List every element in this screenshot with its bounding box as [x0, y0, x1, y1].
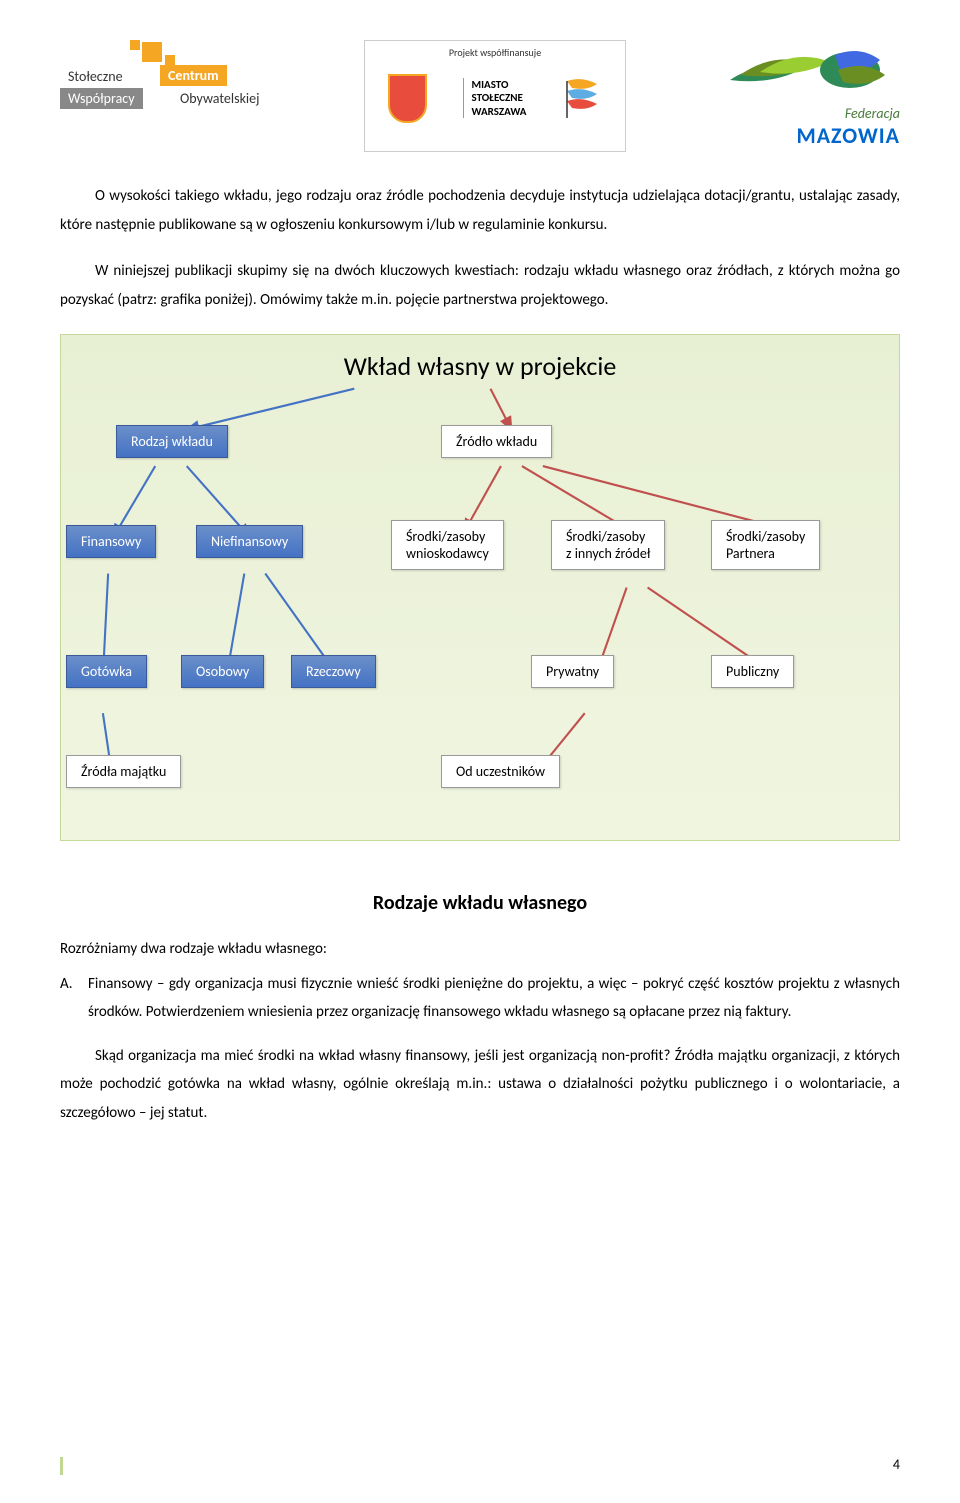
logo-center-miasto: MIASTO STOŁECZNE WARSZAWA	[463, 78, 527, 118]
list-item-a: A. Finansowy – gdy organizacja musi fizy…	[60, 970, 900, 1027]
logo-center: Projekt współfinansuje MIASTO STOŁECZNE …	[364, 40, 626, 152]
header-logos: Stołeczne Centrum Współpracy Obywatelski…	[60, 40, 900, 152]
paragraph-3: Skąd organizacja ma mieć środki na wkład…	[60, 1042, 900, 1128]
logo-left-text2: Obywatelskiej	[180, 90, 259, 107]
logo-right-fed: Federacja	[700, 105, 900, 122]
diagram-title: Wkład własny w projekcie	[81, 350, 879, 382]
warsaw-shield-icon	[388, 74, 427, 123]
node-srodki1: Środki/zasobywnioskodawcy	[391, 520, 504, 570]
flag-icon	[562, 76, 602, 121]
node-srodki2: Środki/zasobyz innych źródeł	[551, 520, 665, 570]
section-heading: Rodzaje wkładu własnego	[60, 891, 900, 915]
logo-left-text1: Stołeczne	[68, 68, 123, 85]
node-osobowy: Osobowy	[181, 655, 264, 688]
diagram-wklad: Wkład własny w projekcie	[60, 334, 900, 841]
node-rzeczowy: Rzeczowy	[291, 655, 376, 688]
page-bar	[60, 1457, 63, 1475]
logo-right-maz: MAZOWIA	[700, 122, 900, 149]
mazowia-leaves-icon	[720, 40, 900, 100]
node-niefinansowy: Niefinansowy	[196, 525, 303, 558]
page-number: 4	[893, 1456, 900, 1473]
node-zrodlo: Źródło wkładu	[441, 425, 552, 458]
logo-left-orange: Centrum	[160, 65, 227, 86]
node-finansowy: Finansowy	[66, 525, 156, 558]
logo-left: Stołeczne Centrum Współpracy Obywatelski…	[60, 40, 290, 120]
paragraph-1: O wysokości takiego wkładu, jego rodzaju…	[60, 182, 900, 239]
logo-right: Federacja MAZOWIA	[700, 40, 900, 149]
node-prywatny: Prywatny	[531, 655, 614, 688]
node-publiczny: Publiczny	[711, 655, 794, 688]
logo-left-grey: Współpracy	[60, 88, 143, 109]
list-marker-a: A.	[60, 970, 73, 999]
node-rodzaj: Rodzaj wkładu	[116, 425, 228, 458]
paragraph-2: W niniejszej publikacji skupimy się na d…	[60, 257, 900, 314]
list-intro: Rozróżniamy dwa rodzaje wkładu własnego:	[60, 935, 900, 964]
logo-center-top: Projekt współfinansuje	[370, 46, 620, 59]
node-gotowka: Gotówka	[66, 655, 147, 688]
node-od-uczestnikow: Od uczestników	[441, 755, 560, 788]
node-zrodla-majatku: Źródła majątku	[66, 755, 181, 788]
node-srodki3: Środki/zasobyPartnera	[711, 520, 820, 570]
